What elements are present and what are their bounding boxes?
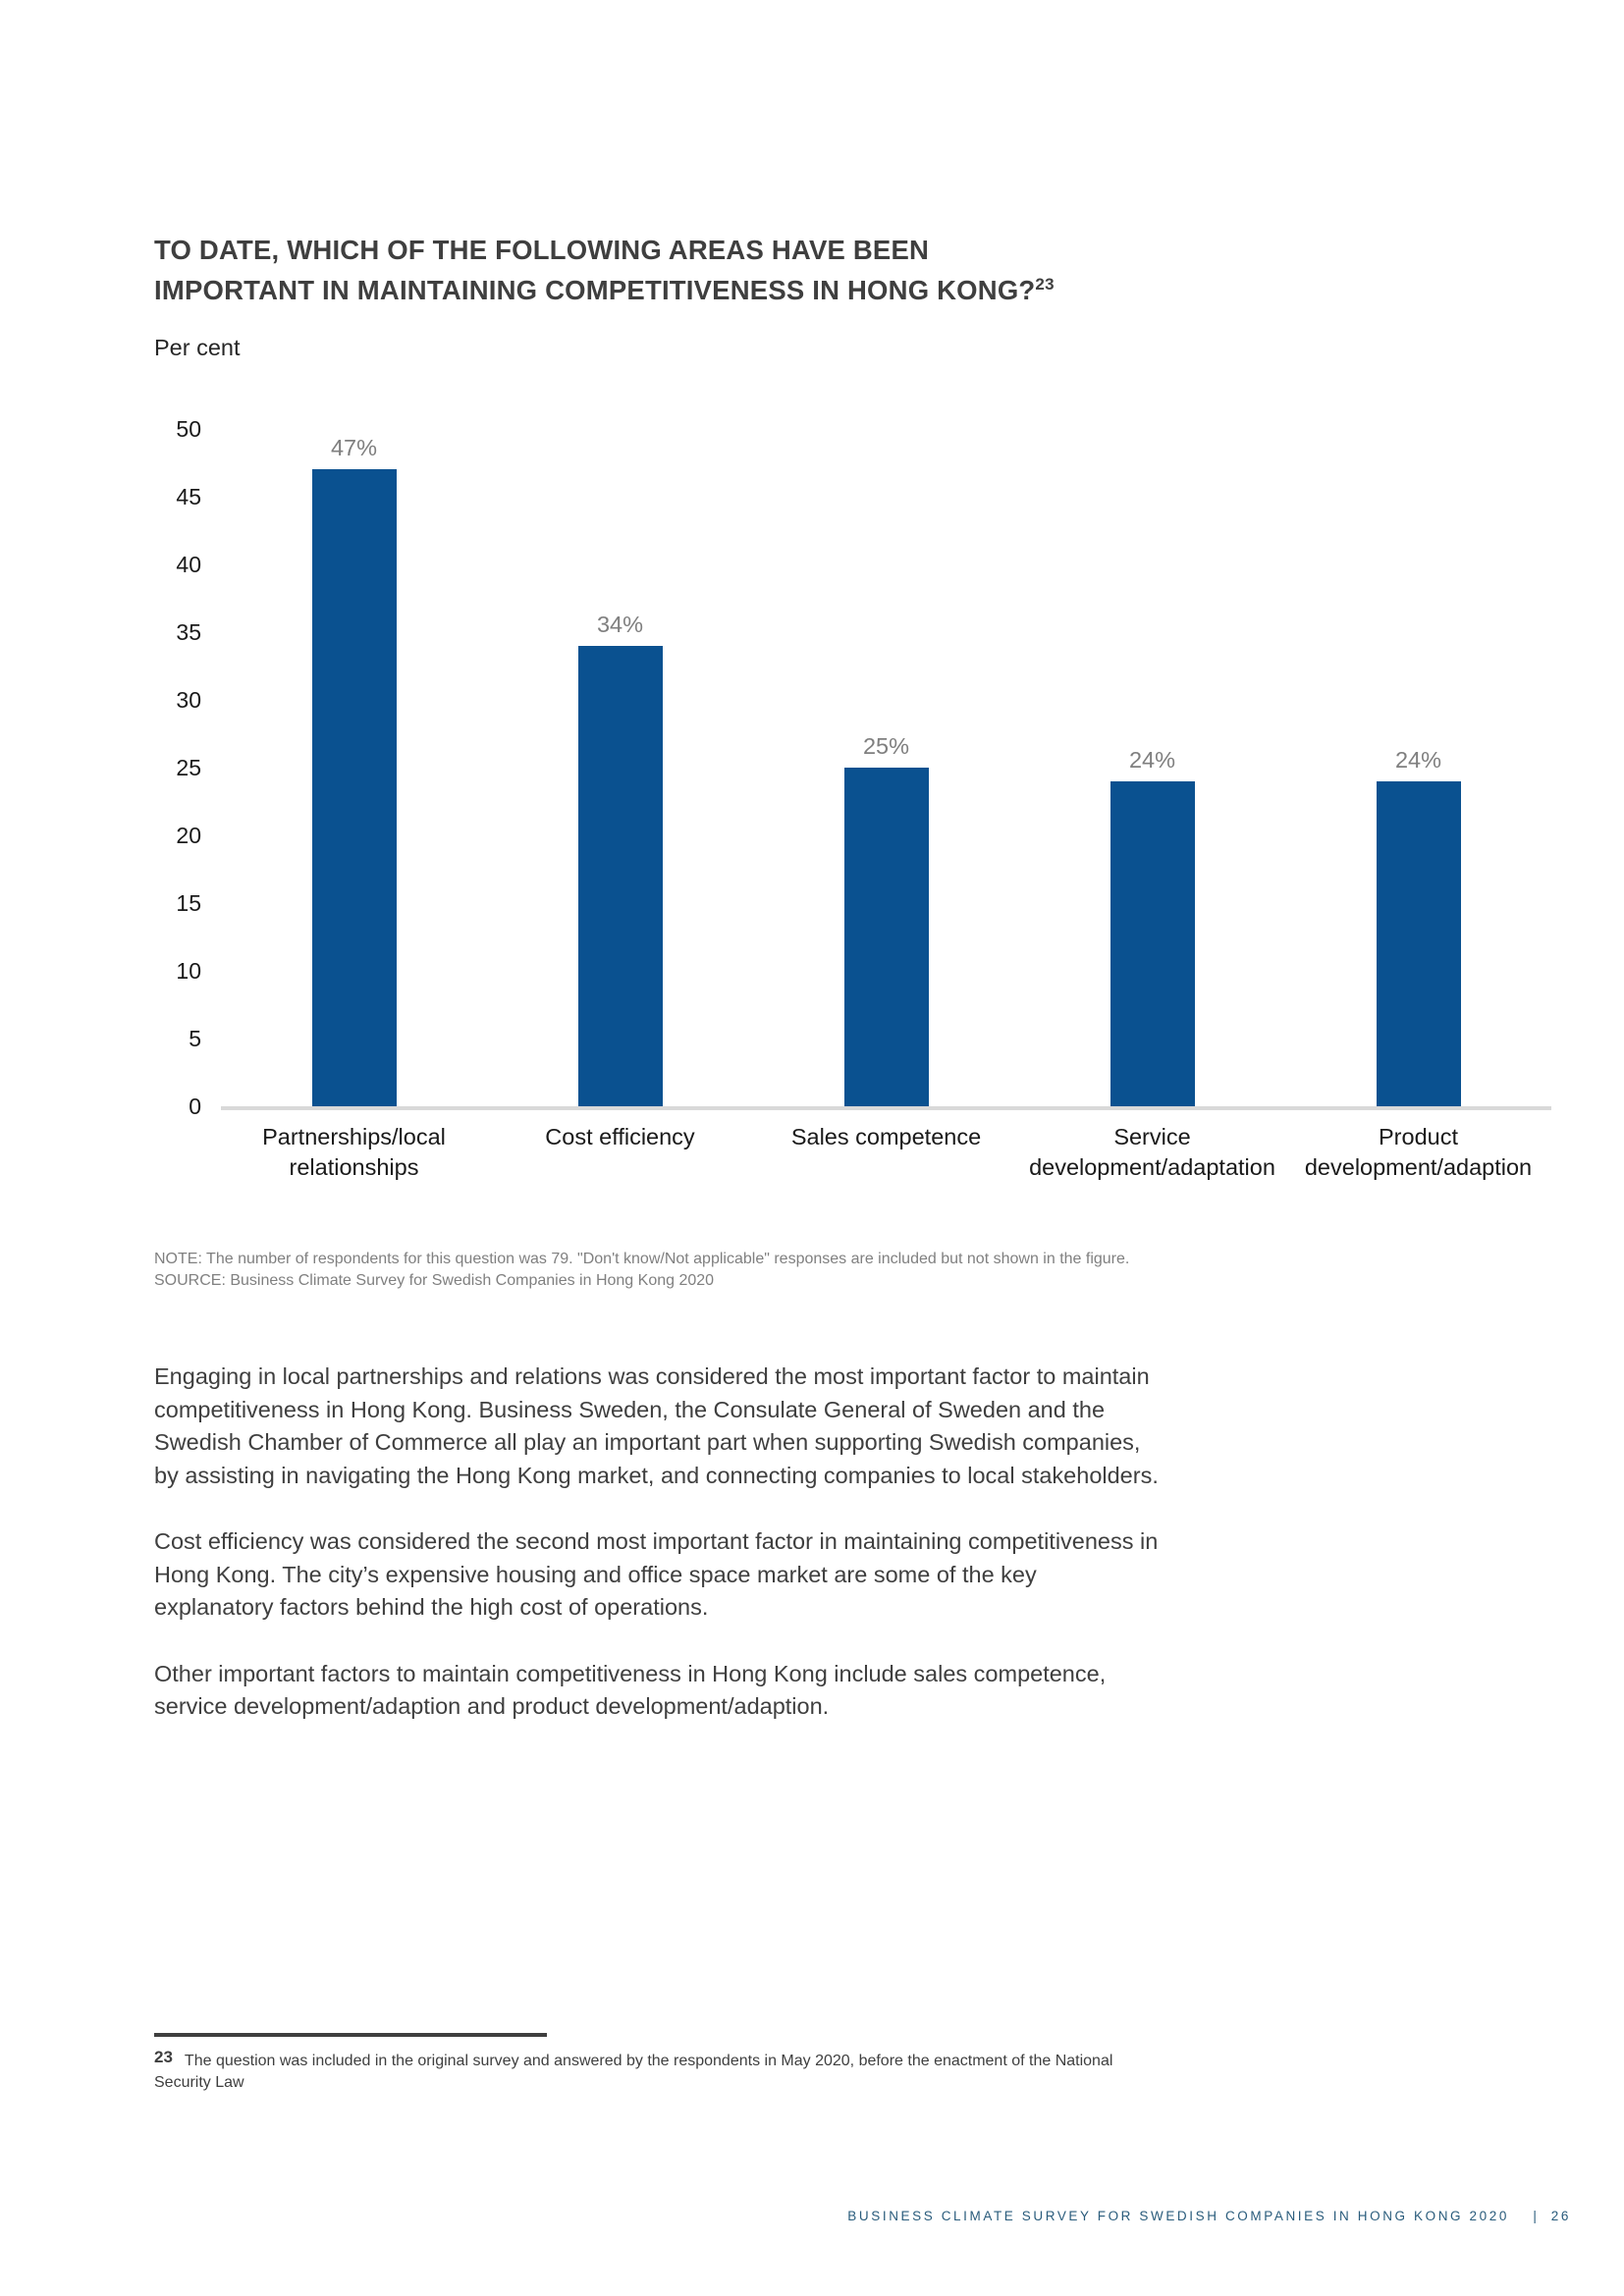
y-axis-tick-label: 35	[176, 619, 201, 645]
bar-chart: 50 45 40 35 30 25 20 15 10 5 0 47% Partnerships/loca…	[154, 412, 1575, 1198]
bar-value-label: 47%	[330, 435, 378, 461]
page-title-line-2: IMPORTANT IN MAINTAINING COMPETITIVENESS…	[154, 274, 1055, 305]
footnote-reference: 23	[1035, 274, 1055, 294]
figure-notes: NOTE: The number of respondents for this…	[154, 1249, 1131, 1291]
paragraph: Other important factors to maintain comp…	[154, 1660, 1107, 1720]
bar-3	[843, 768, 929, 1106]
x-axis-category-label: Cost efficiency	[545, 1124, 695, 1149]
footer-report-title: BUSINESS CLIMATE SURVEY FOR SWEDISH COMP…	[847, 2209, 1509, 2223]
y-axis-tick-label: 40	[176, 552, 201, 577]
figure-source: SOURCE: Business Climate Survey for Swed…	[154, 1271, 715, 1289]
page-footer: BUSINESS CLIMATE SURVEY FOR SWEDISH COMP…	[847, 2209, 1571, 2223]
footnote-text: The question was included in the origina…	[154, 2053, 1113, 2091]
y-axis-tick-label: 50	[176, 416, 201, 442]
x-axis-category-label: Service development/adaptation	[1029, 1124, 1275, 1180]
bar-4	[1110, 780, 1195, 1106]
footer-page-number: 26	[1550, 2209, 1571, 2223]
bar-value-label: 24%	[1394, 746, 1442, 773]
y-axis-tick-label: 0	[189, 1094, 201, 1119]
bar-value-label: 24%	[1128, 746, 1176, 773]
paragraph: Cost efficiency was considered the secon…	[154, 1528, 1159, 1620]
page-title: TO DATE, WHICH OF THE FOLLOWING AREAS HA…	[154, 230, 1234, 310]
footnote-divider	[154, 2033, 547, 2037]
y-axis-tick-label: 45	[176, 484, 201, 509]
bar-value-label: 34%	[596, 611, 644, 637]
x-axis-line	[221, 1106, 1551, 1110]
x-axis-category-label: Sales competence	[790, 1124, 982, 1149]
paragraph: Engaging in local partnerships and relat…	[154, 1363, 1159, 1488]
y-axis-tick-label: 25	[176, 755, 201, 780]
y-axis-tick-label: 30	[176, 687, 201, 713]
bar-2	[577, 645, 663, 1106]
figure-note: NOTE: The number of respondents for this…	[154, 1251, 1130, 1267]
footnote-number: 23	[154, 2048, 173, 2066]
footnote: 23 The question was included in the origi…	[154, 2048, 1136, 2093]
footer-separator: |	[1533, 2209, 1540, 2223]
y-axis-tick-label: 15	[176, 890, 201, 916]
chart-unit-label: Per cent	[154, 335, 241, 360]
y-axis-tick-label: 5	[189, 1026, 201, 1051]
y-axis-tick-label: 20	[176, 823, 201, 848]
bar-value-label: 25%	[862, 733, 910, 759]
body-text: Engaging in local partnerships and relat…	[154, 1361, 1161, 1757]
bar-1	[311, 469, 397, 1106]
bar-5	[1376, 780, 1461, 1106]
x-axis-category-label: Partnerships/local relationships	[262, 1124, 446, 1180]
x-axis-category-label: Product development/adaption	[1304, 1124, 1533, 1180]
y-axis-tick-label: 10	[176, 958, 201, 984]
page-title-line-1: TO DATE, WHICH OF THE FOLLOWING AREAS HA…	[154, 235, 930, 265]
